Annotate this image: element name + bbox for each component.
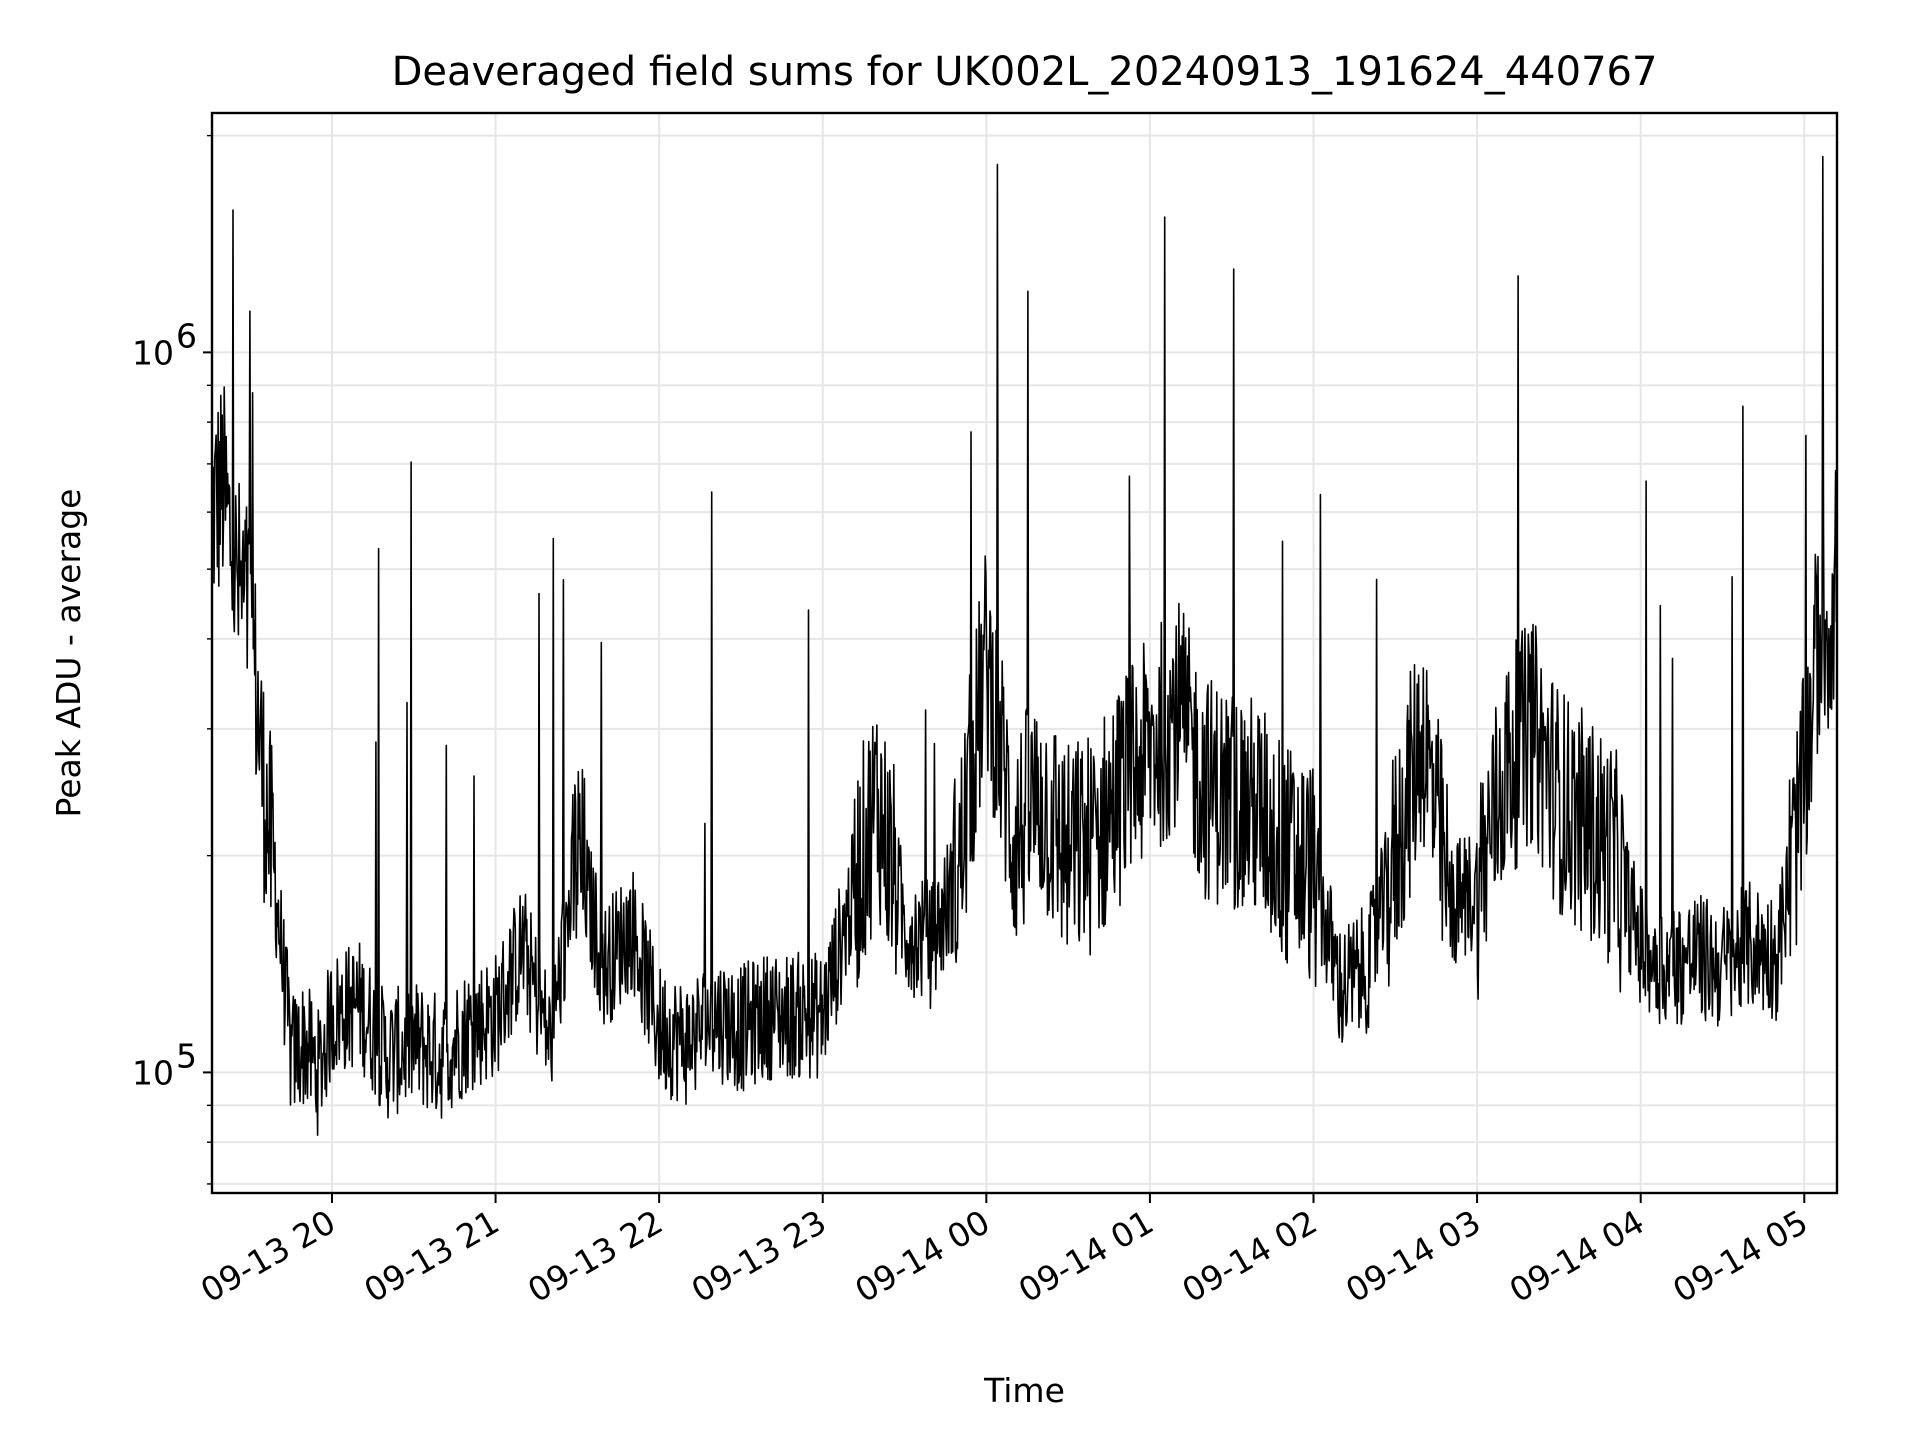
plot-area xyxy=(210,111,1839,1195)
chart-title: Deaveraged field sums for UK002L_2024091… xyxy=(392,49,1658,95)
y-tick-label-exponent: 6 xyxy=(176,316,197,355)
x-axis-title: Time xyxy=(983,1371,1065,1410)
grid xyxy=(212,113,1837,1193)
y-tick-label-exponent: 5 xyxy=(176,1036,197,1075)
y-tick-label: 10 xyxy=(132,1053,174,1092)
y-tick-label: 10 xyxy=(132,333,174,372)
y-axis-title: Peak ADU - average xyxy=(49,489,88,818)
series-line xyxy=(211,155,1838,1136)
